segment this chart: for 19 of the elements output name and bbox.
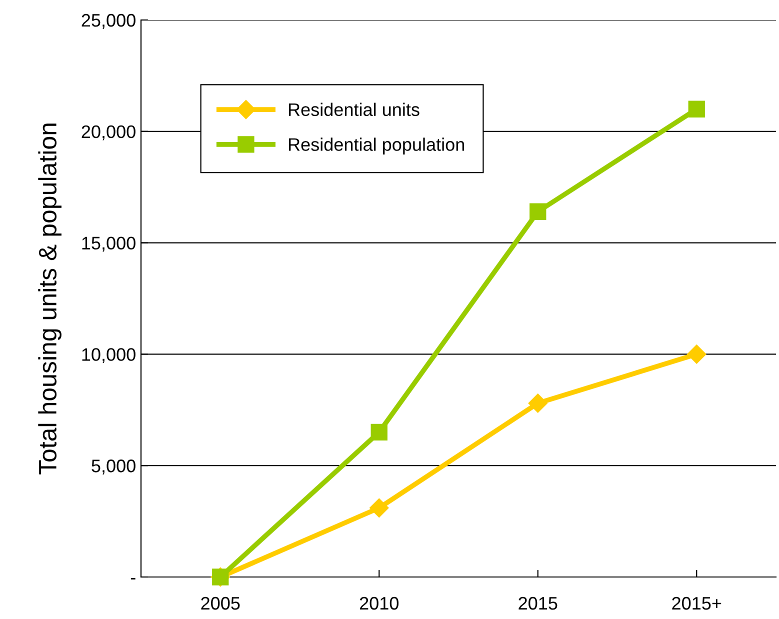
point [530, 203, 546, 220]
y-tick-label: 20,000 [82, 125, 136, 140]
x-tick-label: 2015+ [672, 596, 722, 610]
legend-label: Residential population [288, 138, 464, 154]
y-tick-label: 25,000 [82, 14, 136, 29]
x-tick-label: 2015 [518, 596, 558, 610]
x-tick-label: 2010 [360, 596, 399, 610]
y-axis-title: Total housing units & population [38, 124, 62, 474]
y-tick-label: 15,000 [82, 236, 136, 252]
y-tick-label: - [130, 578, 136, 580]
y-tick-label: 10,000 [82, 348, 136, 364]
legend-label: Residential units [288, 102, 420, 116]
x-tick-label: 2005 [201, 596, 240, 610]
point [528, 394, 548, 413]
point [688, 100, 705, 118]
point [687, 344, 706, 364]
point [370, 498, 389, 518]
y-tick-label: 5,000 [92, 460, 136, 474]
point [370, 424, 388, 441]
